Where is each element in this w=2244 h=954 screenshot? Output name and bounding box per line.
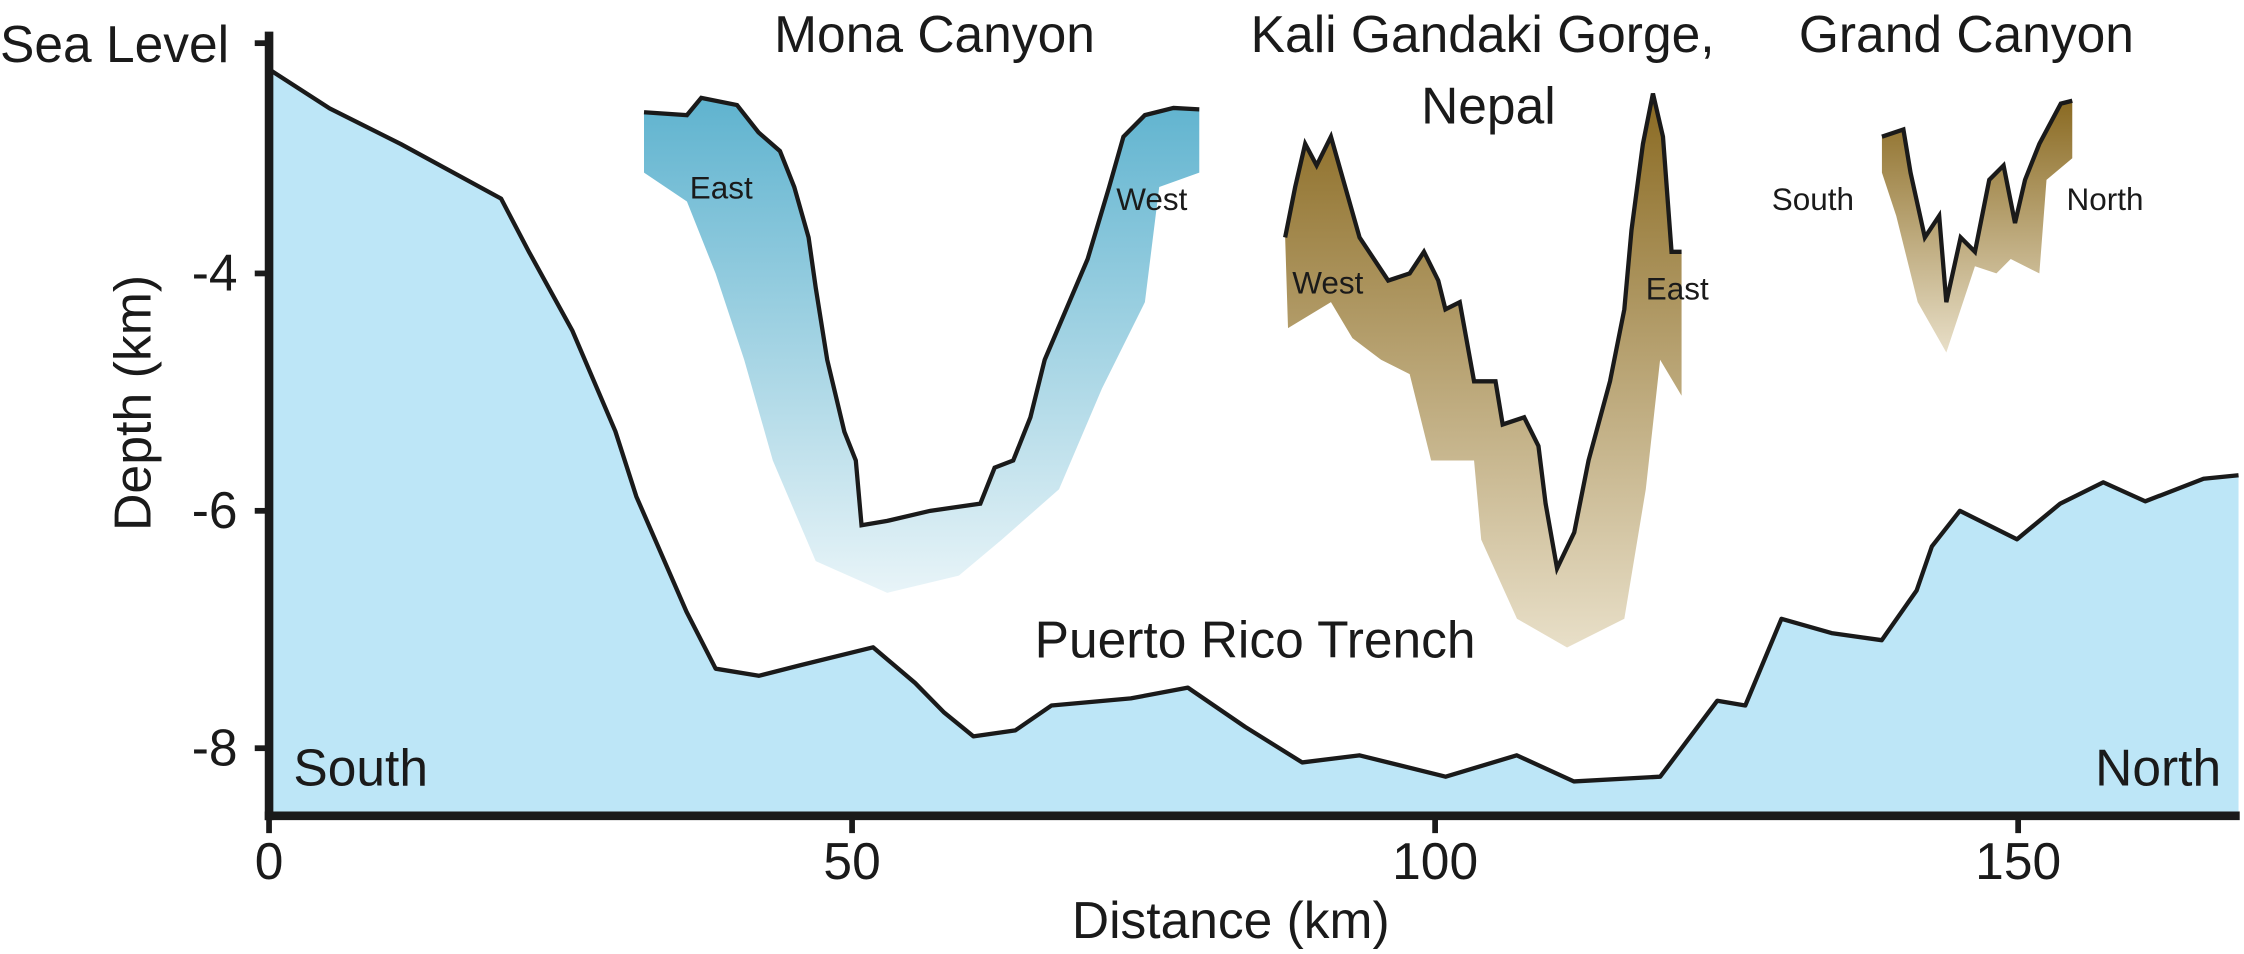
profile-line — [267, 67, 2239, 784]
mona-canyon-inset: Mona Canyon East West — [643, 5, 1200, 593]
annotation: North — [2095, 739, 2221, 797]
inset-side-label: East — [690, 169, 753, 205]
x-tick-label: 50 — [823, 832, 880, 890]
y-axis-label: Depth (km) — [103, 275, 161, 531]
annotation: South — [293, 739, 428, 797]
x-tick-label: 100 — [1392, 832, 1478, 890]
top-label: Sea Level — [0, 15, 229, 73]
x-tick-label: 150 — [1975, 832, 2061, 890]
grand-canyon-inset: Grand Canyon South North — [1772, 5, 2144, 353]
y-tick-label: -8 — [192, 718, 238, 776]
inset-side-label: North — [2067, 181, 2144, 217]
x-tick-label: 0 — [255, 832, 284, 890]
inset-side-label: South — [1772, 181, 1854, 217]
plot-area: -4 -6 -8 0 50 100 150 — [192, 31, 2240, 890]
inset-title: Nepal — [1421, 77, 1556, 135]
kali-gandaki-inset: Kali Gandaki Gorge, Nepal West East — [1251, 5, 1715, 648]
inset-side-label: West — [1292, 264, 1363, 300]
area — [269, 69, 2239, 816]
inset-side-label: East — [1646, 270, 1709, 306]
y-tick-label: -4 — [192, 244, 238, 302]
inset-title: Grand Canyon — [1799, 5, 2134, 63]
y-tick-label: -6 — [192, 481, 238, 539]
inset-side-label: West — [1116, 181, 1187, 217]
annotation: Puerto Rico Trench — [1035, 610, 1476, 668]
x-axis-label: Distance (km) — [1072, 891, 1390, 949]
inset-title: Kali Gandaki Gorge, — [1251, 5, 1715, 63]
inset-title: Mona Canyon — [774, 5, 1095, 63]
